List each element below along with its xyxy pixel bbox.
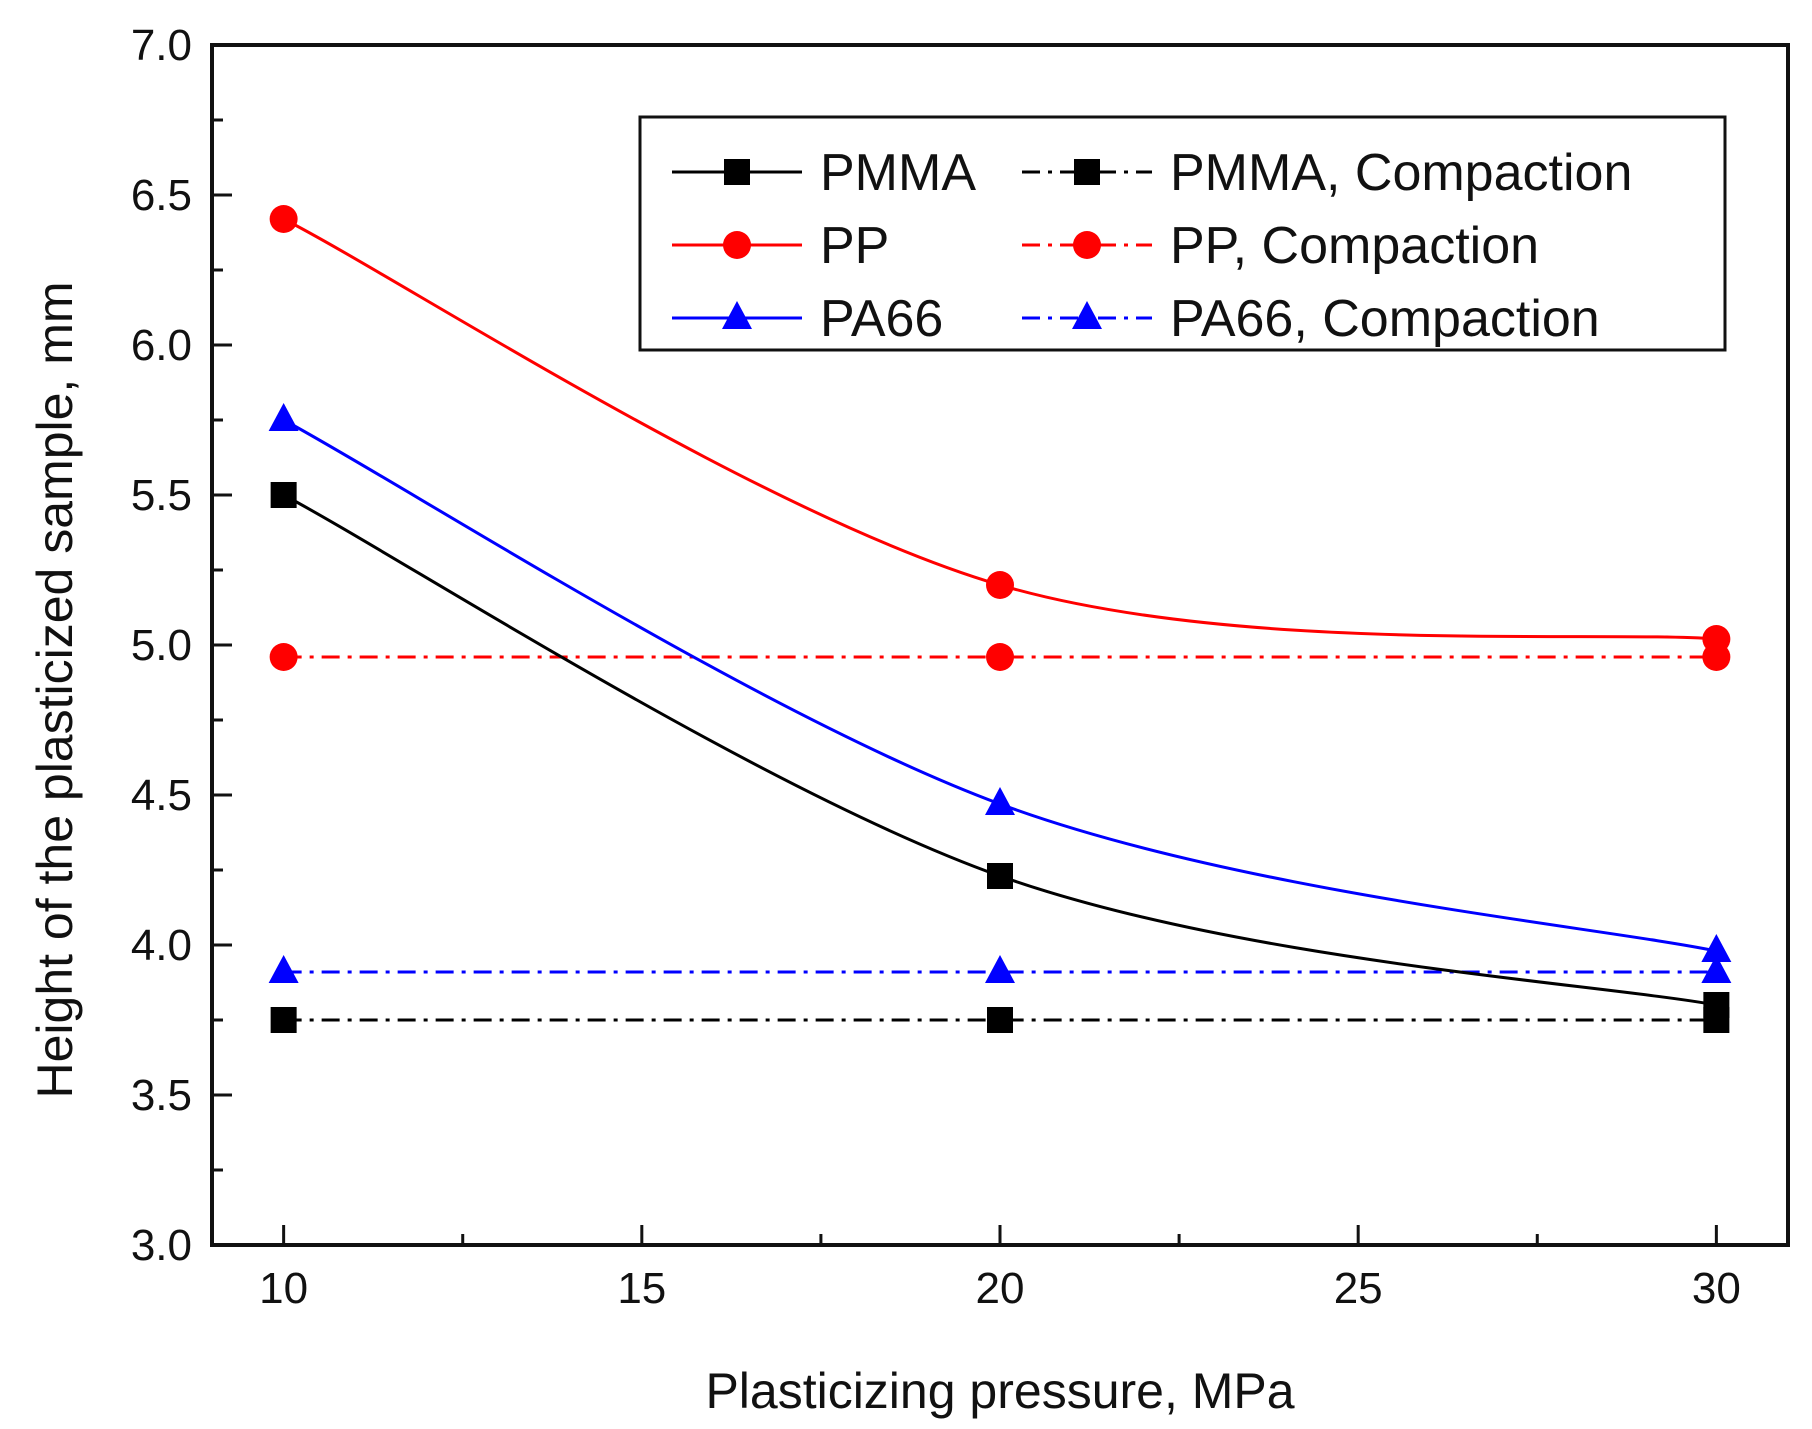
y-tick-label: 6.0 [131, 321, 192, 370]
data-point-pp [269, 205, 298, 233]
x-tick-label: 20 [976, 1264, 1025, 1313]
y-tick-label: 3.5 [131, 1071, 192, 1120]
series-pmma [270, 482, 1730, 1018]
legend-marker-pa66 [722, 301, 752, 329]
data-point-pa66-compaction [1701, 955, 1732, 983]
legend-label-pa66: PA66 [820, 290, 943, 348]
y-axis-label: Height of the plasticized sample, mm [27, 281, 83, 1098]
legend-marker-pp [723, 231, 751, 259]
y-tick-label: 3.0 [131, 1221, 192, 1270]
legend-label-pp-compaction: PP, Compaction [1170, 217, 1539, 275]
series-pa66-compaction [268, 955, 1732, 983]
y-tick-label: 4.0 [131, 921, 192, 970]
data-point-pmma [987, 863, 1013, 889]
data-point-pp [1702, 625, 1731, 653]
data-point-pmma [1703, 992, 1730, 1018]
series-layer [268, 205, 1732, 1033]
data-point-pp-compaction [269, 643, 298, 671]
data-point-pa66-compaction [268, 955, 299, 983]
data-point-pmma [270, 482, 297, 508]
data-point-pa66 [985, 787, 1015, 815]
data-point-pmma-compaction [987, 1007, 1013, 1033]
y-tick-label: 4.5 [131, 771, 192, 820]
data-point-pa66 [268, 403, 299, 431]
x-tick-label: 10 [259, 1264, 308, 1313]
legend-label-pa66-compaction: PA66, Compaction [1170, 290, 1600, 348]
y-tick-label: 6.5 [131, 171, 192, 220]
data-point-pa66 [1701, 934, 1732, 962]
data-point-pmma-compaction [270, 1007, 297, 1033]
data-point-pp-compaction [986, 643, 1014, 671]
legend-marker-pmma [724, 159, 750, 185]
legend-marker-pa66-compaction [1072, 301, 1102, 329]
x-tick-label: 25 [1334, 1264, 1383, 1313]
x-tick-label: 15 [617, 1264, 666, 1313]
legend-marker-pmma-compaction [1074, 159, 1100, 185]
y-tick-label: 7.0 [131, 21, 192, 70]
series-pa66 [268, 403, 1732, 962]
x-axis-label: Plasticizing pressure, MPa [705, 1363, 1294, 1419]
legend-marker-pp-compaction [1073, 231, 1101, 259]
legend-label-pmma: PMMA [820, 144, 976, 202]
legend-label-pp: PP [820, 217, 889, 275]
y-tick-label: 5.0 [131, 621, 192, 670]
data-point-pp [986, 571, 1014, 599]
legend-box [638, 115, 1727, 352]
x-tick-label: 30 [1692, 1264, 1741, 1313]
series-pp [269, 205, 1731, 653]
data-point-pa66-compaction [985, 955, 1015, 983]
legend: PMMA PMMA, Compaction PP PP, Compaction PA66… [638, 115, 1727, 352]
axis-ticks: 10 15 20 25 30 3.0 3.5 4.0 4.5 5.0 5.5 6.0 6.5 7.0 [131, 21, 1741, 1313]
y-tick-label: 5.5 [131, 471, 192, 520]
legend-label-pmma-compaction: PMMA, Compaction [1170, 144, 1632, 202]
